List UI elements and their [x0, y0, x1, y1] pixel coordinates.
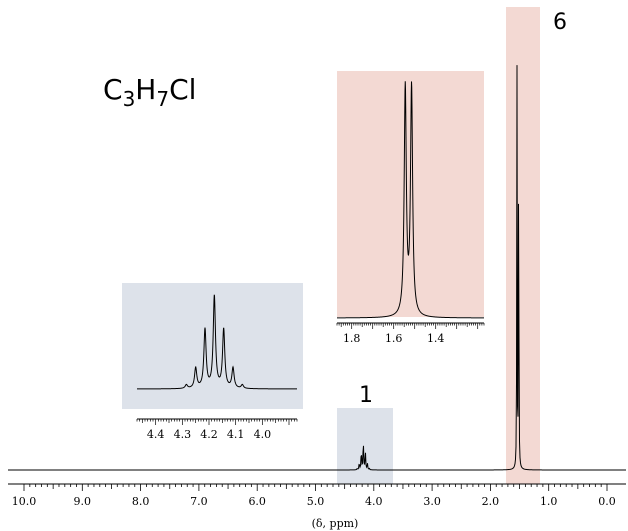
inset-tick-label: 4.1: [227, 428, 245, 441]
x-tick-label: 2.0: [482, 495, 500, 508]
x-tick-label: 0.0: [598, 495, 616, 508]
x-tick-label: 1.0: [540, 495, 558, 508]
inset-tick-label: 4.4: [147, 428, 165, 441]
highlight-doublet: [506, 7, 540, 484]
formula-carbon: C: [103, 73, 123, 106]
x-tick-label: 8.0: [132, 495, 150, 508]
inset-trace: [137, 294, 297, 390]
x-tick-label: 10.0: [12, 495, 37, 508]
formula-chlorine: Cl: [169, 73, 196, 106]
x-tick-label: 3.0: [423, 495, 441, 508]
inset-septet: 4.4 4.3 4.2 4.1 4.0: [122, 283, 303, 441]
inset-tick-label: 4.3: [174, 428, 192, 441]
x-axis-title: (δ, ppm): [312, 517, 359, 530]
inset-tick-label: 1.4: [427, 332, 445, 345]
highlight-layer: [337, 7, 540, 484]
x-axis: 10.0 9.0 8.0 7.0 6.0 5.0 4.0 3.0 2.0 1.0 0.0: [8, 483, 626, 508]
inset-trace: [337, 81, 484, 319]
molecular-formula: C3H7Cl: [103, 73, 196, 111]
x-tick-label: 7.0: [190, 495, 208, 508]
formula-hydrogen: H: [135, 73, 156, 106]
integration-label-septet: 1: [359, 383, 373, 408]
inset-tick-label: 4.2: [200, 428, 218, 441]
x-tick-label: 9.0: [74, 495, 92, 508]
svg-text:C3H7Cl: C3H7Cl: [103, 73, 196, 111]
inset-tick-label: 4.0: [254, 428, 272, 441]
inset-tick-label: 1.6: [385, 332, 403, 345]
formula-hydrogen-count: 7: [156, 87, 169, 111]
formula-carbon-count: 3: [123, 87, 136, 111]
x-tick-label: 5.0: [307, 495, 325, 508]
x-tick-label: 6.0: [248, 495, 266, 508]
spectrum-trace: [8, 65, 626, 471]
inset-doublet: 1.8 1.6 1.4: [336, 71, 485, 345]
highlight-septet: [337, 408, 393, 484]
x-tick-label: 4.0: [365, 495, 383, 508]
integration-label-doublet: 6: [553, 10, 567, 35]
inset-tick-label: 1.8: [343, 332, 361, 345]
